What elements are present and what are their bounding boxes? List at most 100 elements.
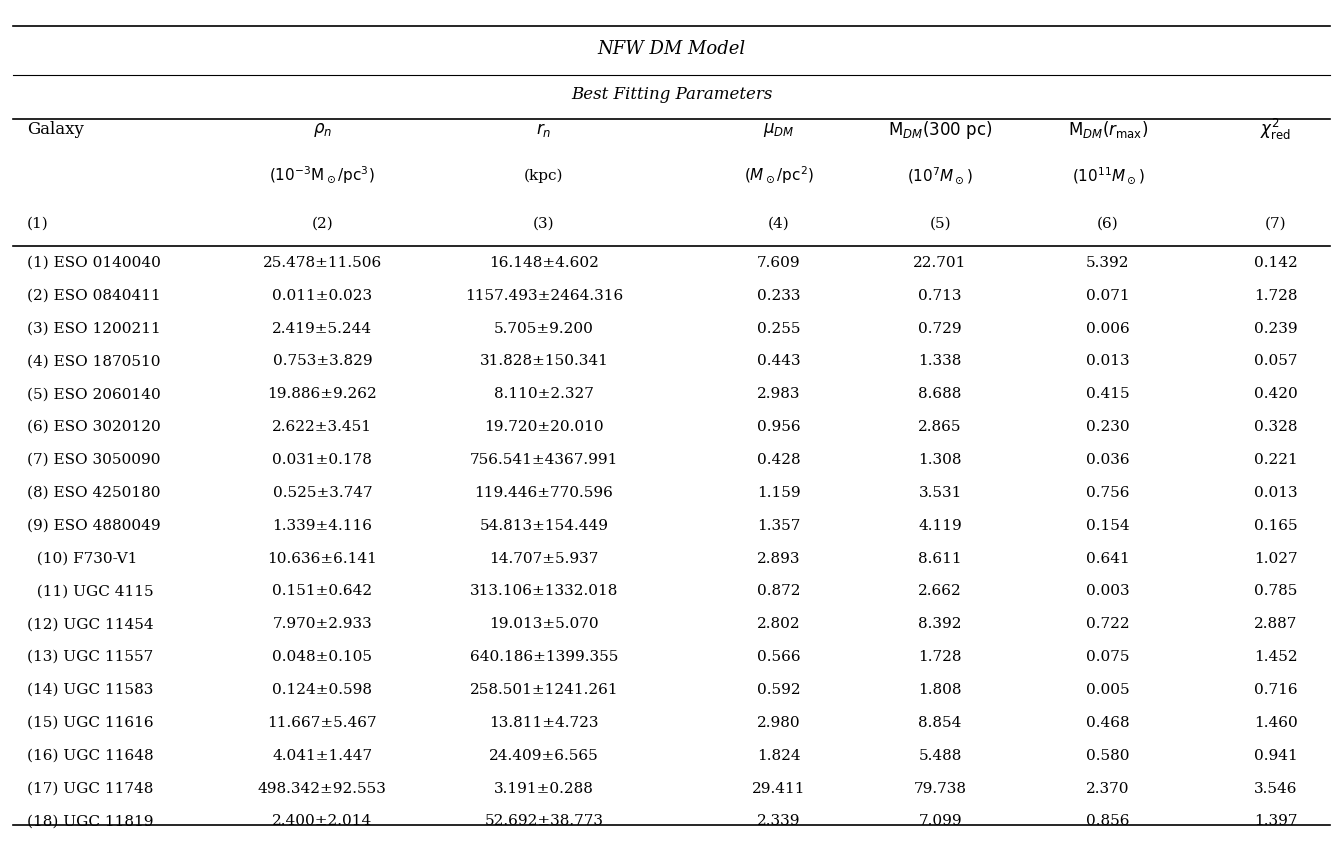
Text: 0.956: 0.956 xyxy=(757,420,800,434)
Text: $\mathrm{M}_{DM}(300\ \mathrm{pc})$: $\mathrm{M}_{DM}(300\ \mathrm{pc})$ xyxy=(888,119,992,140)
Text: (18) UGC 11819: (18) UGC 11819 xyxy=(27,814,153,828)
Text: 1.808: 1.808 xyxy=(919,683,962,697)
Text: 0.420: 0.420 xyxy=(1254,387,1297,401)
Text: Best Fitting Parameters: Best Fitting Parameters xyxy=(571,86,772,103)
Text: 3.546: 3.546 xyxy=(1254,781,1297,796)
Text: (3) ESO 1200211: (3) ESO 1200211 xyxy=(27,322,161,335)
Text: 0.230: 0.230 xyxy=(1086,420,1129,434)
Text: (1) ESO 0140040: (1) ESO 0140040 xyxy=(27,256,161,270)
Text: 0.641: 0.641 xyxy=(1086,551,1129,566)
Text: 2.983: 2.983 xyxy=(757,387,800,401)
Text: 0.031±0.178: 0.031±0.178 xyxy=(273,453,372,467)
Text: 0.255: 0.255 xyxy=(757,322,800,335)
Text: 0.124±0.598: 0.124±0.598 xyxy=(273,683,372,697)
Text: 2.887: 2.887 xyxy=(1254,617,1297,631)
Text: 19.013±5.070: 19.013±5.070 xyxy=(489,617,599,631)
Text: 0.013: 0.013 xyxy=(1086,354,1129,368)
Text: 1.824: 1.824 xyxy=(757,749,800,762)
Text: 3.531: 3.531 xyxy=(919,486,962,500)
Text: 0.006: 0.006 xyxy=(1086,322,1129,335)
Text: 4.041±1.447: 4.041±1.447 xyxy=(273,749,372,762)
Text: (3): (3) xyxy=(533,216,555,231)
Text: 756.541±4367.991: 756.541±4367.991 xyxy=(470,453,618,467)
Text: 7.609: 7.609 xyxy=(757,256,800,270)
Text: 313.106±1332.018: 313.106±1332.018 xyxy=(470,585,618,598)
Text: $\rho_n$: $\rho_n$ xyxy=(313,121,332,139)
Text: 1.357: 1.357 xyxy=(757,518,800,533)
Text: (2) ESO 0840411: (2) ESO 0840411 xyxy=(27,288,161,303)
Text: 2.370: 2.370 xyxy=(1086,781,1129,796)
Text: 1157.493±2464.316: 1157.493±2464.316 xyxy=(465,288,623,303)
Text: 2.622±3.451: 2.622±3.451 xyxy=(273,420,372,434)
Text: (2): (2) xyxy=(312,216,333,231)
Text: 0.071: 0.071 xyxy=(1086,288,1129,303)
Text: 16.148±4.602: 16.148±4.602 xyxy=(489,256,599,270)
Text: 0.075: 0.075 xyxy=(1086,650,1129,664)
Text: 1.460: 1.460 xyxy=(1254,716,1297,730)
Text: (15) UGC 11616: (15) UGC 11616 xyxy=(27,716,153,730)
Text: 0.233: 0.233 xyxy=(757,288,800,303)
Text: 79.738: 79.738 xyxy=(913,781,967,796)
Text: (4) ESO 1870510: (4) ESO 1870510 xyxy=(27,354,160,368)
Text: (8) ESO 4250180: (8) ESO 4250180 xyxy=(27,486,160,500)
Text: (10) F730-V1: (10) F730-V1 xyxy=(27,551,137,566)
Text: (9) ESO 4880049: (9) ESO 4880049 xyxy=(27,518,160,533)
Text: 0.785: 0.785 xyxy=(1254,585,1297,598)
Text: 0.036: 0.036 xyxy=(1086,453,1129,467)
Text: 10.636±6.141: 10.636±6.141 xyxy=(267,551,377,566)
Text: 14.707±5.937: 14.707±5.937 xyxy=(489,551,599,566)
Text: $\mathrm{M}_{DM}(r_{\mathrm{max}})$: $\mathrm{M}_{DM}(r_{\mathrm{max}})$ xyxy=(1068,119,1148,140)
Text: 0.154: 0.154 xyxy=(1086,518,1129,533)
Text: $\mu_{DM}$: $\mu_{DM}$ xyxy=(763,121,795,139)
Text: (16) UGC 11648: (16) UGC 11648 xyxy=(27,749,153,762)
Text: (5): (5) xyxy=(929,216,951,231)
Text: 0.011±0.023: 0.011±0.023 xyxy=(273,288,372,303)
Text: 0.142: 0.142 xyxy=(1254,256,1297,270)
Text: 5.705±9.200: 5.705±9.200 xyxy=(494,322,594,335)
Text: $(10^{-3}\mathrm{M}_\odot/\mathrm{pc}^3)$: $(10^{-3}\mathrm{M}_\odot/\mathrm{pc}^3)… xyxy=(270,164,375,186)
Text: 19.886±9.262: 19.886±9.262 xyxy=(267,387,377,401)
Text: $(M_\odot/\mathrm{pc}^2)$: $(M_\odot/\mathrm{pc}^2)$ xyxy=(744,164,814,186)
Text: 8.392: 8.392 xyxy=(919,617,962,631)
Text: 19.720±20.010: 19.720±20.010 xyxy=(483,420,604,434)
Text: 8.688: 8.688 xyxy=(919,387,962,401)
Text: 1.027: 1.027 xyxy=(1254,551,1297,566)
Text: 0.856: 0.856 xyxy=(1086,814,1129,828)
Text: (1): (1) xyxy=(27,216,48,231)
Text: 13.811±4.723: 13.811±4.723 xyxy=(489,716,599,730)
Text: 0.722: 0.722 xyxy=(1086,617,1129,631)
Text: (12) UGC 11454: (12) UGC 11454 xyxy=(27,617,153,631)
Text: 0.713: 0.713 xyxy=(919,288,962,303)
Text: 0.221: 0.221 xyxy=(1254,453,1297,467)
Text: 0.328: 0.328 xyxy=(1254,420,1297,434)
Text: 0.468: 0.468 xyxy=(1086,716,1129,730)
Text: (6): (6) xyxy=(1097,216,1119,231)
Text: 7.099: 7.099 xyxy=(919,814,962,828)
Text: 29.411: 29.411 xyxy=(752,781,806,796)
Text: (7) ESO 3050090: (7) ESO 3050090 xyxy=(27,453,160,467)
Text: 0.013: 0.013 xyxy=(1254,486,1297,500)
Text: 0.580: 0.580 xyxy=(1086,749,1129,762)
Text: 1.339±4.116: 1.339±4.116 xyxy=(273,518,372,533)
Text: 0.151±0.642: 0.151±0.642 xyxy=(273,585,372,598)
Text: (6) ESO 3020120: (6) ESO 3020120 xyxy=(27,420,161,434)
Text: 52.692±38.773: 52.692±38.773 xyxy=(485,814,603,828)
Text: 2.400±2.014: 2.400±2.014 xyxy=(273,814,372,828)
Text: 0.716: 0.716 xyxy=(1254,683,1297,697)
Text: 0.729: 0.729 xyxy=(919,322,962,335)
Text: Galaxy: Galaxy xyxy=(27,122,83,138)
Text: $\chi^2_{\mathrm{red}}$: $\chi^2_{\mathrm{red}}$ xyxy=(1261,117,1291,142)
Text: 1.159: 1.159 xyxy=(757,486,800,500)
Text: 1.308: 1.308 xyxy=(919,453,962,467)
Text: 0.239: 0.239 xyxy=(1254,322,1297,335)
Text: 0.165: 0.165 xyxy=(1254,518,1297,533)
Text: 0.005: 0.005 xyxy=(1086,683,1129,697)
Text: 25.478±11.506: 25.478±11.506 xyxy=(263,256,381,270)
Text: 24.409±6.565: 24.409±6.565 xyxy=(489,749,599,762)
Text: $(10^7 M_\odot)$: $(10^7 M_\odot)$ xyxy=(907,165,974,186)
Text: 1.728: 1.728 xyxy=(1254,288,1297,303)
Text: 2.802: 2.802 xyxy=(757,617,800,631)
Text: (4): (4) xyxy=(768,216,790,231)
Text: 5.488: 5.488 xyxy=(919,749,962,762)
Text: 0.057: 0.057 xyxy=(1254,354,1297,368)
